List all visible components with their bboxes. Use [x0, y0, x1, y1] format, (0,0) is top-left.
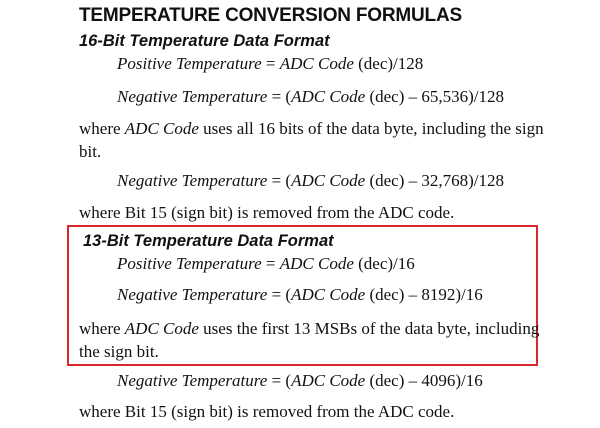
formula-alt-negative-16-bit: Negative Temperature = (ADC Code (dec) –… — [117, 171, 504, 191]
alt-note-16-bit: where Bit 15 (sign bit) is removed from … — [79, 203, 455, 222]
alt-note-13-bit: where Bit 15 (sign bit) is removed from … — [79, 402, 455, 421]
formula-label: Negative Temperature — [117, 87, 268, 106]
formula-label: Negative Temperature — [117, 171, 268, 190]
formula-adc-code: ADC Code — [279, 54, 354, 73]
formula-rest: (dec)/128 — [353, 54, 424, 73]
note-prefix: where — [79, 319, 125, 338]
note-adc-code: ADC Code — [124, 119, 199, 138]
formula-adc-code: ADC Code — [291, 87, 366, 106]
page-heading: TEMPERATURE CONVERSION FORMULAS — [79, 5, 462, 26]
formula-operator: = ( — [267, 171, 292, 190]
note-prefix: where — [79, 119, 125, 138]
formula-operator: = — [261, 54, 280, 73]
formula-adc-code: ADC Code — [291, 171, 366, 190]
formula-rest: (dec) – 8192)/16 — [365, 285, 483, 304]
formula-alt-negative-13-bit: Negative Temperature = (ADC Code (dec) –… — [117, 371, 483, 391]
note-adc-code: ADC Code — [124, 319, 199, 338]
section-title-13-bit: 13-Bit Temperature Data Format — [83, 232, 334, 250]
formula-rest: (dec) – 4096)/16 — [365, 371, 483, 390]
formula-rest: (dec) – 65,536)/128 — [365, 87, 505, 106]
highlight-box — [67, 225, 538, 366]
formula-adc-code: ADC Code — [291, 285, 366, 304]
formula-label: Positive Temperature — [117, 254, 262, 273]
formula-label: Positive Temperature — [117, 54, 262, 73]
formula-operator: = ( — [267, 87, 292, 106]
formula-adc-code: ADC Code — [279, 254, 354, 273]
formula-positive-13-bit: Positive Temperature = ADC Code (dec)/16 — [117, 254, 415, 274]
formula-adc-code: ADC Code — [291, 371, 366, 390]
formula-rest: (dec)/16 — [353, 254, 415, 273]
note-suffix: uses all 16 bits of the data byte, inclu… — [79, 119, 544, 161]
formula-positive-16-bit: Positive Temperature = ADC Code (dec)/12… — [117, 54, 423, 74]
formula-label: Negative Temperature — [117, 371, 268, 390]
formula-operator: = ( — [267, 371, 292, 390]
formula-operator: = ( — [267, 285, 292, 304]
formula-negative-16-bit: Negative Temperature = (ADC Code (dec) –… — [117, 87, 504, 107]
formula-label: Negative Temperature — [117, 285, 268, 304]
formula-rest: (dec) – 32,768)/128 — [365, 171, 505, 190]
note-suffix: uses the first 13 MSBs of the data byte,… — [79, 319, 540, 361]
formula-operator: = — [261, 254, 280, 273]
formula-negative-13-bit: Negative Temperature = (ADC Code (dec) –… — [117, 285, 483, 305]
note-13-bit: where ADC Code uses the first 13 MSBs of… — [79, 317, 549, 363]
note-16-bit: where ADC Code uses all 16 bits of the d… — [79, 117, 549, 163]
section-title-16-bit: 16-Bit Temperature Data Format — [79, 32, 330, 50]
